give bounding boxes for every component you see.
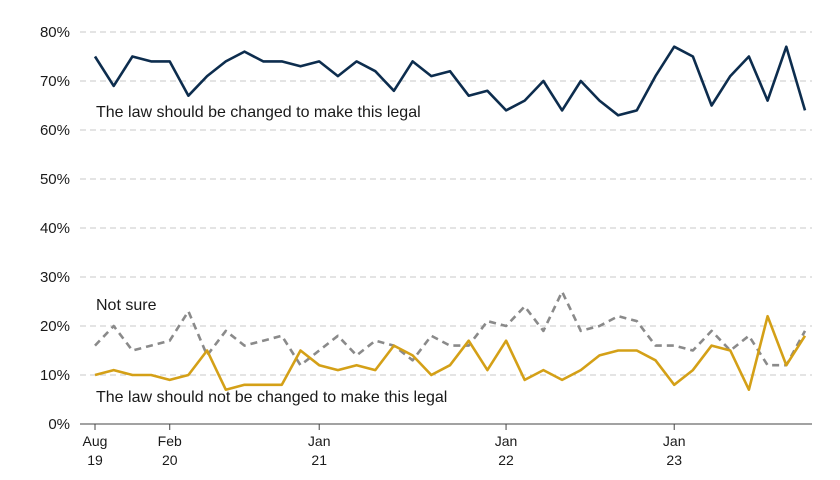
series-lines <box>93 45 807 392</box>
y-axis-ticks: 0% 10% 20% 30% 40% 50% 60% 70% 80% <box>40 24 70 433</box>
y-tick-label: 10% <box>40 367 70 384</box>
series-line-1 <box>94 290 807 367</box>
series-annotation: The law should be changed to make this l… <box>96 104 421 121</box>
x-tick-label-bottom: 22 <box>498 452 514 468</box>
x-tick-label-bottom: 21 <box>311 452 327 468</box>
y-tick-label: 20% <box>40 318 70 335</box>
x-tick-label-top: Jan <box>495 433 518 449</box>
x-tick-label-bottom: 19 <box>87 452 103 468</box>
y-tick-label: 60% <box>40 122 70 139</box>
series-annotation: Not sure <box>96 297 157 314</box>
x-tick-label-top: Jan <box>308 433 331 449</box>
x-tick-label-top: Jan <box>663 433 686 449</box>
y-tick-label: 40% <box>40 220 70 237</box>
y-tick-label: 30% <box>40 269 70 286</box>
y-tick-label: 0% <box>48 416 70 433</box>
series-line-0 <box>93 45 807 117</box>
x-tick-label-bottom: 20 <box>162 452 178 468</box>
series-annotations: The law should be changed to make this l… <box>96 104 447 406</box>
x-tick-label-top: Aug <box>83 433 108 449</box>
x-tick-label-bottom: 23 <box>666 452 682 468</box>
y-tick-label: 80% <box>40 24 70 41</box>
y-tick-label: 50% <box>40 171 70 188</box>
y-tick-label: 70% <box>40 73 70 90</box>
x-tick-label-top: Feb <box>158 433 182 449</box>
x-axis: Aug19Feb20Jan21Jan22Jan23Feb24Jan25 <box>80 423 812 468</box>
series-annotation: The law should not be changed to make th… <box>96 389 447 406</box>
series-line-2 <box>94 314 807 392</box>
